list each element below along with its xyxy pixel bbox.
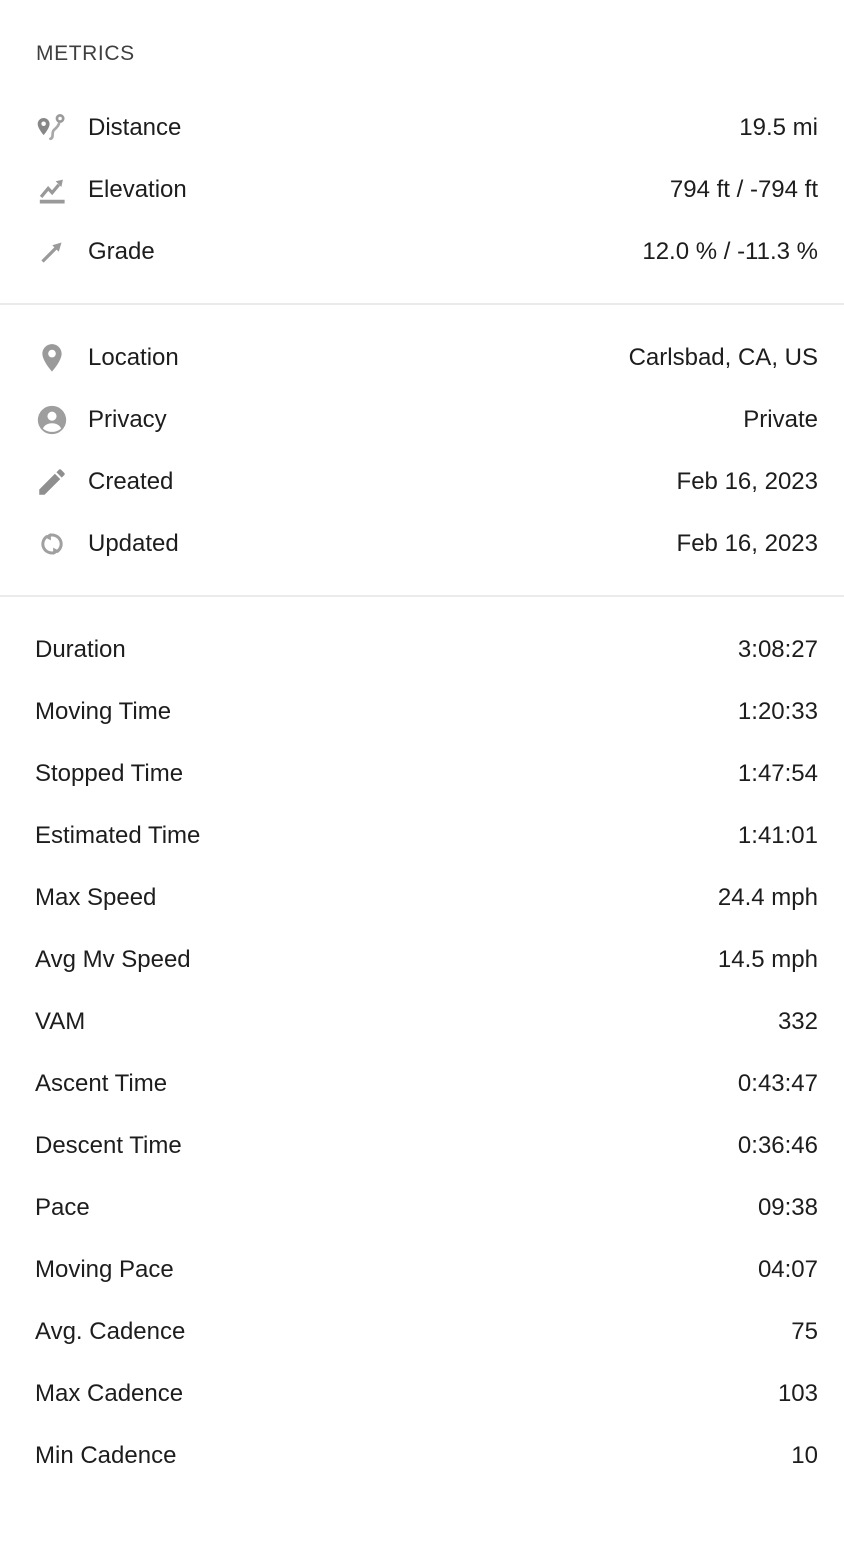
metric-row: Avg Mv Speed 14.5 mph xyxy=(0,929,844,991)
metric-label: Duration xyxy=(35,636,126,663)
location-pin-icon xyxy=(35,341,69,375)
metric-row: VAM 332 xyxy=(0,991,844,1053)
metric-label: Avg Mv Speed xyxy=(35,946,191,973)
metric-label: Grade xyxy=(88,238,155,265)
metrics-panel: METRICS Distance 19.5 mi Elevation 794 ft … xyxy=(0,42,844,1542)
metric-label: Avg. Cadence xyxy=(35,1318,186,1345)
metric-label: Moving Pace xyxy=(35,1256,174,1283)
metric-value: Feb 16, 2023 xyxy=(676,530,818,557)
section-ride-meta: Location Carlsbad, CA, US Privacy Private … xyxy=(0,327,844,575)
metric-value: 14.5 mph xyxy=(717,946,818,973)
metric-label: Estimated Time xyxy=(35,822,201,849)
metric-value: 1:47:54 xyxy=(737,760,818,787)
metric-label: Max Speed xyxy=(35,884,157,911)
metric-label: Pace xyxy=(35,1194,90,1221)
metric-value: 1:41:01 xyxy=(737,822,818,849)
metric-row: Distance 19.5 mi xyxy=(0,97,844,159)
metric-label: Updated xyxy=(88,530,179,557)
metric-row: Updated Feb 16, 2023 xyxy=(0,513,844,575)
metric-value: 75 xyxy=(791,1318,818,1345)
metric-label: Stopped Time xyxy=(35,760,184,787)
grade-arrow-icon xyxy=(35,235,69,269)
metric-row: Moving Pace 04:07 xyxy=(0,1239,844,1301)
metric-value: 12.0 % / -11.3 % xyxy=(642,238,818,265)
metric-value: 24.4 mph xyxy=(717,884,818,911)
metric-label: Distance xyxy=(88,114,182,141)
section-route-metrics: Distance 19.5 mi Elevation 794 ft / -794 f… xyxy=(0,97,844,283)
metric-row: Estimated Time 1:41:01 xyxy=(0,805,844,867)
metric-value: 332 xyxy=(777,1008,818,1035)
metric-value: 0:43:47 xyxy=(737,1070,818,1097)
metric-value: 1:20:33 xyxy=(737,698,818,725)
section-time-stats: Duration 3:08:27 Moving Time 1:20:33 Stopped… xyxy=(0,619,844,1487)
metric-label: Elevation xyxy=(88,176,187,203)
metric-row: Ascent Time 0:43:47 xyxy=(0,1053,844,1115)
metric-value: 794 ft / -794 ft xyxy=(669,176,818,203)
metric-value: 103 xyxy=(777,1380,818,1407)
metric-label: Min Cadence xyxy=(35,1442,177,1469)
metric-row: Created Feb 16, 2023 xyxy=(0,451,844,513)
metric-row: Descent Time 0:36:46 xyxy=(0,1115,844,1177)
metric-row: Avg. Cadence 75 xyxy=(0,1301,844,1363)
metric-label: Ascent Time xyxy=(35,1070,168,1097)
metric-label: Location xyxy=(88,344,179,371)
metric-row: Pace 09:38 xyxy=(0,1177,844,1239)
metric-label: Descent Time xyxy=(35,1132,182,1159)
metric-value: Carlsbad, CA, US xyxy=(628,344,818,371)
metric-label: Max Cadence xyxy=(35,1380,184,1407)
metric-row: Max Speed 24.4 mph xyxy=(0,867,844,929)
metric-row: Max Cadence 103 xyxy=(0,1363,844,1425)
metric-row: Privacy Private xyxy=(0,389,844,451)
metric-label: Created xyxy=(88,468,174,495)
metric-value: 19.5 mi xyxy=(739,114,818,141)
metric-value: Private xyxy=(743,406,818,433)
metric-value: 3:08:27 xyxy=(737,636,818,663)
metric-row: Moving Time 1:20:33 xyxy=(0,681,844,743)
elevation-chart-icon xyxy=(35,173,69,207)
metric-row: Min Cadence 10 xyxy=(0,1425,844,1487)
metric-value: 04:07 xyxy=(757,1256,818,1283)
metric-row: Stopped Time 1:47:54 xyxy=(0,743,844,805)
metric-row: Duration 3:08:27 xyxy=(0,619,844,681)
metric-value: 0:36:46 xyxy=(737,1132,818,1159)
panel-title: METRICS xyxy=(36,42,135,65)
route-distance-icon xyxy=(35,111,69,145)
metric-value: Feb 16, 2023 xyxy=(676,468,818,495)
updated-sync-icon xyxy=(35,527,69,561)
metric-row: Grade 12.0 % / -11.3 % xyxy=(0,221,844,283)
section-divider xyxy=(0,595,844,597)
metric-row: Elevation 794 ft / -794 ft xyxy=(0,159,844,221)
metric-label: VAM xyxy=(35,1008,86,1035)
section-divider xyxy=(0,303,844,305)
privacy-account-icon xyxy=(35,403,69,437)
metric-row: Location Carlsbad, CA, US xyxy=(0,327,844,389)
metric-label: Moving Time xyxy=(35,698,172,725)
metric-value: 09:38 xyxy=(757,1194,818,1221)
metric-value: 10 xyxy=(791,1442,818,1469)
created-pencil-icon xyxy=(35,465,69,499)
metric-label: Privacy xyxy=(88,406,167,433)
